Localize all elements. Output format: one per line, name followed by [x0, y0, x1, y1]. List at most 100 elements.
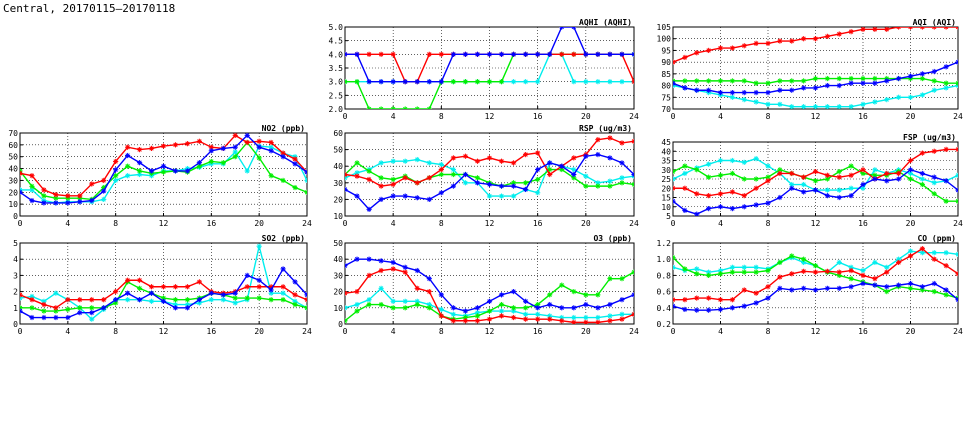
data-point — [789, 78, 795, 84]
data-point — [607, 135, 613, 141]
x-tick-label: 0 — [18, 327, 23, 336]
data-point — [280, 266, 286, 272]
data-point — [53, 308, 59, 314]
data-point — [89, 316, 95, 322]
data-point — [414, 285, 420, 291]
data-point — [523, 305, 529, 311]
data-point — [378, 175, 384, 181]
data-point — [523, 180, 529, 186]
series-layer — [345, 27, 634, 109]
data-point — [450, 155, 456, 161]
data-point — [113, 177, 119, 184]
x-tick-label: 20 — [906, 112, 916, 121]
data-point — [378, 285, 384, 291]
data-point — [402, 298, 408, 304]
data-point — [673, 176, 676, 182]
data-point — [801, 174, 807, 180]
data-point — [438, 161, 444, 168]
data-point — [872, 167, 878, 173]
data-point — [729, 269, 735, 275]
data-point — [583, 79, 589, 85]
data-point — [753, 269, 759, 275]
data-point — [765, 40, 771, 46]
data-point — [753, 156, 759, 162]
data-point — [77, 199, 83, 205]
data-point — [125, 290, 131, 296]
x-tick-label: 20 — [906, 219, 916, 228]
x-tick-label: 24 — [953, 219, 963, 228]
data-point — [943, 85, 949, 91]
data-point — [717, 157, 724, 164]
y-tick-label: 75 — [661, 93, 671, 102]
data-point — [836, 104, 842, 109]
y-tick-label: 0 — [13, 320, 18, 329]
data-point — [583, 314, 589, 321]
data-point — [753, 290, 759, 296]
data-point — [65, 200, 71, 206]
x-tick-label: 8 — [766, 112, 771, 121]
series-layer — [345, 256, 634, 324]
data-point — [673, 80, 676, 86]
data-point — [29, 173, 35, 179]
data-point — [619, 160, 625, 166]
y-tick-label: 2.0 — [329, 105, 344, 114]
data-point — [498, 308, 505, 314]
data-point — [943, 198, 949, 204]
data-point — [571, 166, 577, 173]
data-point — [943, 27, 949, 30]
data-point — [836, 75, 842, 82]
data-point — [220, 292, 226, 298]
data-point — [717, 45, 724, 51]
chart-co: 0 4 8 12 16 20 24 0.2 0.4 0.6 0.8 1.0 1.2 CO (ppm) — [657, 234, 963, 336]
series-layer — [673, 246, 958, 313]
data-point — [101, 305, 107, 311]
data-point — [498, 313, 505, 319]
data-point — [244, 295, 250, 301]
data-point — [931, 148, 937, 154]
data-point — [717, 78, 724, 84]
data-point — [345, 175, 348, 181]
data-point — [789, 170, 795, 177]
x-tick-label: 12 — [485, 327, 495, 336]
y-tick-label: 35 — [661, 157, 671, 166]
data-point — [872, 259, 878, 266]
data-point — [777, 285, 783, 291]
y-tick-label: 0.8 — [657, 271, 672, 280]
data-point — [486, 316, 493, 322]
data-point — [414, 156, 420, 163]
data-point — [753, 90, 759, 96]
y-tick-label: 10 — [661, 203, 671, 212]
data-point — [113, 167, 119, 173]
data-point — [414, 267, 420, 274]
data-point — [547, 51, 553, 57]
data-point — [955, 80, 958, 86]
data-point — [836, 285, 842, 291]
data-point — [860, 75, 866, 82]
x-tick-label: 4 — [391, 327, 396, 336]
data-point — [836, 187, 842, 193]
data-point — [717, 172, 724, 178]
data-point — [571, 289, 577, 295]
data-point — [789, 185, 795, 191]
data-point — [474, 158, 481, 164]
data-point — [741, 97, 747, 103]
data-point — [232, 149, 238, 155]
y-tick-label: 4.5 — [329, 37, 344, 46]
x-tick-label: 24 — [953, 112, 963, 121]
x-tick-label: 24 — [629, 112, 639, 121]
data-point — [765, 295, 771, 301]
data-point — [907, 157, 914, 164]
data-point — [20, 170, 23, 176]
data-point — [801, 36, 807, 42]
data-point — [706, 307, 712, 313]
data-point — [402, 106, 408, 109]
data-point — [673, 59, 676, 65]
data-point — [824, 193, 830, 199]
data-point — [694, 87, 700, 93]
data-point — [268, 148, 274, 154]
chart-aqi: 0 4 8 12 16 20 24 70 75 80 85 90 95 100 105 AQI (AQI) — [657, 18, 963, 121]
data-point — [136, 285, 143, 291]
data-point — [292, 156, 298, 162]
y-tick-label: 2 — [13, 288, 18, 297]
data-point — [955, 59, 958, 65]
